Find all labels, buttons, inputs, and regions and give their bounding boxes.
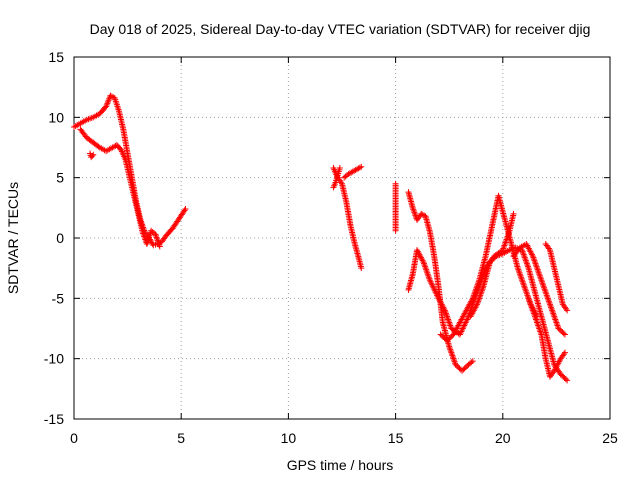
- axis-ticks: 0 5 10 15 20 25 -15 -10 -5 0 5 10 15: [44, 49, 618, 446]
- data-points: [71, 92, 571, 384]
- data-point: [336, 165, 343, 172]
- series-track-c: [87, 150, 97, 161]
- data-point: [356, 164, 363, 171]
- series-track-f: [330, 165, 343, 191]
- x-tick-label: 5: [177, 430, 185, 446]
- data-point: [560, 330, 567, 337]
- data-point: [564, 377, 571, 384]
- data-point: [392, 227, 399, 234]
- data-point: [89, 152, 96, 159]
- x-axis-label: GPS time / hours: [287, 457, 394, 473]
- data-point: [358, 163, 365, 170]
- data-point: [181, 207, 188, 214]
- y-tick-label: 15: [48, 49, 64, 65]
- series-track-h: [405, 189, 476, 374]
- y-tick-label: 5: [56, 170, 64, 186]
- series-track-g: [392, 180, 399, 234]
- y-tick-label: -5: [52, 290, 65, 306]
- data-point: [358, 265, 365, 272]
- data-point: [90, 151, 97, 158]
- data-point: [561, 331, 568, 338]
- y-tick-label: 10: [48, 109, 64, 125]
- x-tick-label: 15: [388, 430, 404, 446]
- x-tick-label: 25: [602, 430, 618, 446]
- x-tick-label: 10: [281, 430, 297, 446]
- series-track-e: [341, 163, 365, 181]
- x-tick-label: 0: [70, 430, 78, 446]
- y-tick-label: 0: [56, 230, 64, 246]
- series-track-a: [71, 92, 189, 249]
- chart-title: Day 018 of 2025, Sidereal Day-to-day VTE…: [90, 21, 591, 37]
- y-axis-label: SDTVAR / TECUs: [5, 182, 21, 294]
- data-point: [562, 376, 569, 383]
- series-track-l: [510, 241, 568, 338]
- data-point: [510, 210, 517, 217]
- data-point: [564, 307, 571, 314]
- data-point: [156, 243, 163, 250]
- series-track-n: [525, 295, 568, 380]
- series-track-k: [467, 244, 571, 384]
- data-point: [468, 359, 475, 366]
- data-point: [182, 206, 189, 213]
- data-point: [469, 358, 476, 365]
- data-point: [561, 349, 568, 356]
- series-track-m: [542, 241, 571, 314]
- data-point: [149, 240, 156, 247]
- y-tick-label: -10: [44, 351, 64, 367]
- y-tick-label: -15: [44, 411, 64, 427]
- grid-lines: [74, 57, 610, 419]
- series-track-b: [77, 126, 163, 250]
- x-tick-label: 20: [495, 430, 511, 446]
